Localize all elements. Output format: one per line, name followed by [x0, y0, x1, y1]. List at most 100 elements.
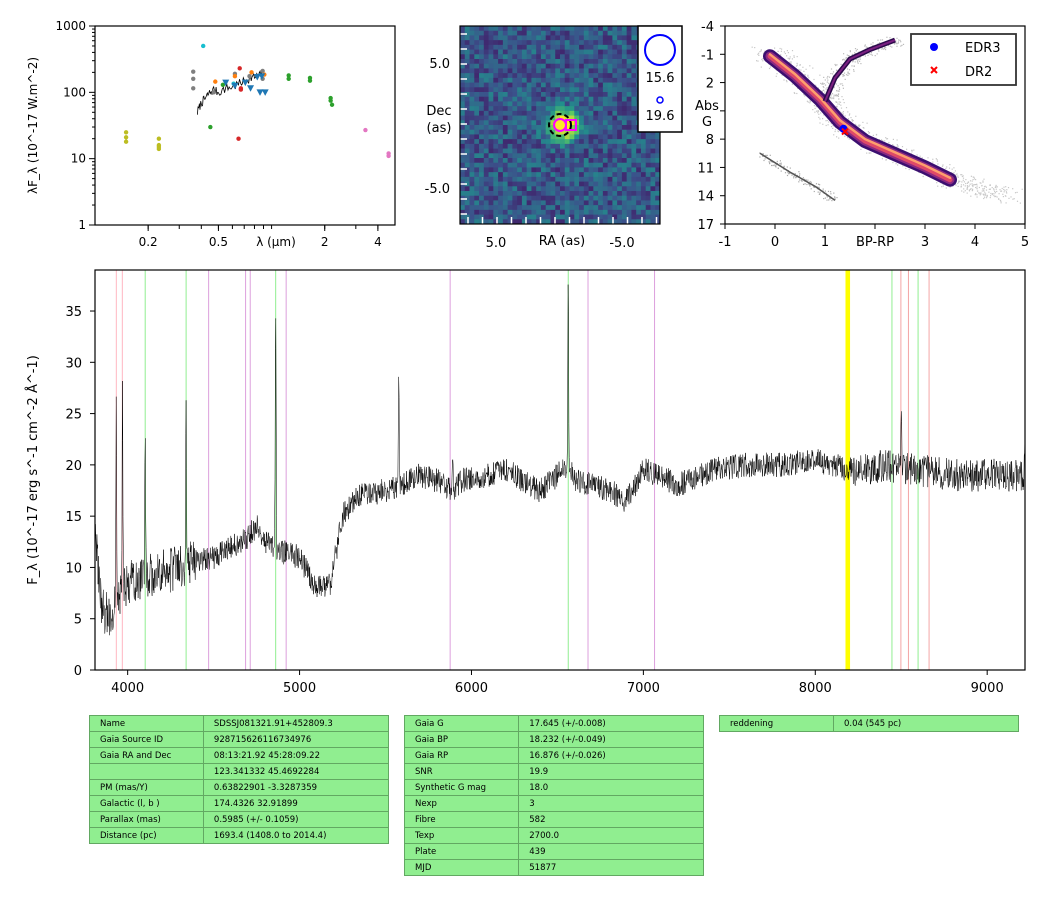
- image-pixel: [550, 101, 556, 107]
- image-pixel: [502, 214, 509, 220]
- hr-density-point: [770, 160, 772, 162]
- hr-density-point: [994, 190, 996, 193]
- image-pixel: [460, 54, 466, 60]
- image-pixel: [493, 30, 499, 36]
- hr-density-point: [864, 55, 866, 57]
- image-pixel: [574, 214, 580, 220]
- image-pixel: [512, 110, 518, 116]
- image-pixel: [498, 96, 504, 102]
- image-pixel: [550, 115, 556, 121]
- image-pixel: [598, 167, 604, 173]
- image-pixel: [540, 106, 547, 112]
- image-pixel: [579, 191, 585, 197]
- hr-density-point: [761, 58, 763, 61]
- image-pixel: [617, 87, 623, 93]
- image-pixel: [583, 87, 589, 93]
- image-pixel: [550, 134, 556, 140]
- image-pixel: [564, 63, 570, 69]
- image-pixel: [531, 134, 537, 140]
- image-pixel: [607, 191, 613, 197]
- image-pixel: [621, 63, 628, 69]
- hr-density-point: [838, 101, 840, 103]
- image-pixel: [464, 96, 470, 102]
- image-y-tick-label: -5.0: [425, 182, 450, 197]
- image-pixel: [531, 205, 537, 211]
- image-pixel: [569, 172, 575, 178]
- image-pixel: [526, 115, 532, 121]
- sed-point: [286, 76, 291, 81]
- legend-mag-circle-small: [656, 96, 664, 104]
- table-value-cell: 582: [518, 811, 704, 828]
- image-pixel: [560, 167, 566, 173]
- hr-density-point: [852, 60, 854, 62]
- hr-density-point: [966, 186, 968, 188]
- hr-density-point: [887, 45, 890, 47]
- table-value-cell: 1693.4 (1408.0 to 2014.4): [202, 827, 390, 844]
- image-pixel: [626, 134, 632, 140]
- image-pixel: [645, 205, 651, 211]
- image-pixel: [602, 195, 609, 201]
- image-pixel: [507, 129, 513, 135]
- image-pixel: [560, 200, 566, 206]
- image-pixel: [626, 200, 632, 206]
- image-pixel: [536, 148, 542, 154]
- hr-density-point: [942, 164, 944, 166]
- image-pixel: [498, 176, 504, 182]
- image-pixel: [579, 87, 585, 93]
- image-pixel: [560, 186, 566, 192]
- image-pixel: [488, 30, 494, 36]
- image-pixel: [569, 191, 575, 197]
- image-pixel: [574, 87, 580, 93]
- image-pixel: [574, 162, 580, 168]
- hr-density-point: [760, 49, 762, 51]
- image-pixel: [631, 195, 637, 201]
- hr-density-point: [1012, 188, 1014, 190]
- hr-density-point: [972, 179, 974, 181]
- image-pixel: [493, 205, 499, 211]
- hr-density-point: [880, 139, 882, 141]
- image-pixel: [479, 63, 485, 69]
- hr-density-point: [783, 168, 785, 170]
- hr-density-point: [844, 59, 846, 61]
- hr-density-point: [953, 167, 955, 169]
- hr-density-point: [834, 196, 836, 198]
- image-pixel: [498, 162, 504, 168]
- image-pixel: [540, 200, 547, 206]
- image-pixel: [631, 120, 637, 126]
- image-pixel: [579, 120, 585, 126]
- image-pixel: [583, 139, 589, 145]
- image-pixel: [598, 195, 604, 201]
- image-pixel: [640, 200, 647, 206]
- image-pixel: [612, 186, 618, 192]
- image-pixel: [640, 205, 647, 211]
- image-pixel: [579, 115, 585, 121]
- image-pixel: [598, 73, 604, 79]
- image-pixel: [507, 54, 513, 60]
- image-pixel: [512, 167, 518, 173]
- image-pixel: [574, 186, 580, 192]
- hr-density-point: [1008, 197, 1010, 199]
- image-pixel: [536, 77, 542, 83]
- image-pixel: [536, 59, 542, 65]
- hr-density-point: [801, 180, 803, 182]
- image-pixel: [460, 219, 466, 225]
- image-pixel: [593, 181, 599, 187]
- image-pixel: [650, 209, 656, 215]
- image-pixel: [550, 87, 556, 93]
- image-pixel: [631, 68, 637, 74]
- image-pixel: [612, 30, 618, 36]
- image-pixel: [531, 87, 537, 93]
- image-pixel: [617, 44, 623, 50]
- image-pixel: [545, 49, 551, 55]
- image-pixel: [502, 125, 509, 131]
- image-pixel: [517, 120, 523, 126]
- image-pixel: [598, 191, 604, 197]
- hr-density-point: [760, 66, 762, 68]
- image-pixel: [617, 167, 623, 173]
- hr-density-point: [1000, 200, 1002, 202]
- hr-density-point: [888, 141, 890, 144]
- image-pixel: [617, 219, 623, 225]
- image-pixel: [474, 191, 480, 197]
- image-pixel: [569, 77, 575, 83]
- image-pixel: [612, 148, 618, 154]
